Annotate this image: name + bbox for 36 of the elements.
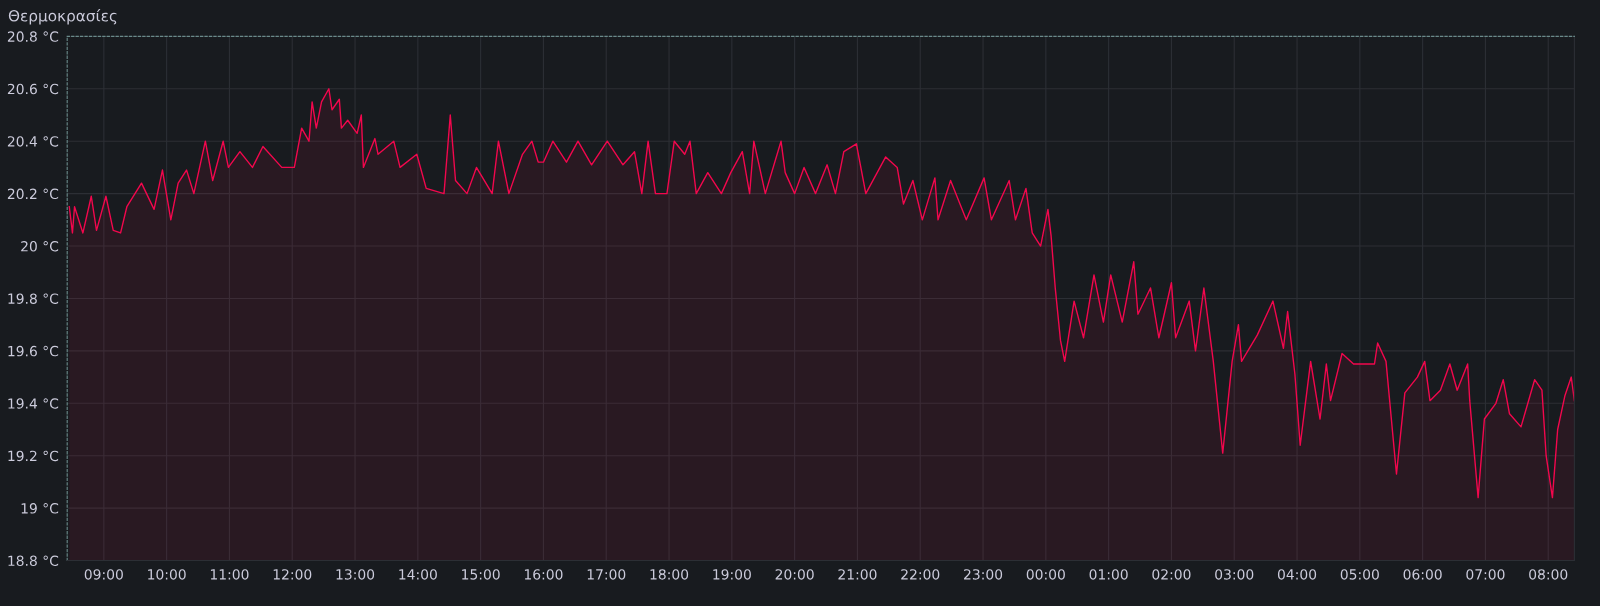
y-tick-label: 19 °C <box>21 503 59 514</box>
y-tick-label: 20.6 °C <box>7 83 59 95</box>
x-tick-label: 13:00 <box>336 569 375 580</box>
x-tick-label: 20:00 <box>775 569 814 580</box>
x-tick-label: 22:00 <box>901 569 940 580</box>
x-tick-label: 09:00 <box>84 569 123 580</box>
y-tick-label: 20 °C <box>21 241 59 252</box>
x-tick-label: 18:00 <box>650 569 689 580</box>
x-tick-label: 21:00 <box>838 569 877 580</box>
x-tick-label: 15:00 <box>462 569 500 580</box>
x-tick-label: 06:00 <box>1403 569 1442 580</box>
x-tick-label: 23:00 <box>964 569 1003 580</box>
y-tick-label: 19.6 °C <box>8 345 59 357</box>
x-tick-label: 07:00 <box>1466 569 1505 580</box>
x-tick-label: 00:00 <box>1026 569 1065 580</box>
x-tick-label: 05:00 <box>1340 569 1379 580</box>
x-tick-label: 08:00 <box>1529 569 1568 580</box>
y-tick-label: 19.4 °C <box>8 398 59 409</box>
x-tick-label: 17:00 <box>587 569 626 580</box>
y-tick-label: 19.8 °C <box>8 293 59 304</box>
x-tick-label: 03:00 <box>1215 569 1254 580</box>
x-tick-label: 02:00 <box>1152 569 1191 580</box>
y-tick-label: 20.8 °C <box>7 31 59 42</box>
x-tick-label: 19:00 <box>713 569 751 580</box>
y-tick-label: 18.8 °C <box>8 555 59 567</box>
y-tick-label: 20.2 °C <box>7 188 59 200</box>
y-tick-label: 19.2 °C <box>8 450 59 462</box>
x-tick-label: 10:00 <box>148 569 186 580</box>
chart-title: Θερμοκρασίες <box>8 9 117 25</box>
x-tick-label: 01:00 <box>1089 569 1128 580</box>
x-tick-label: 11:00 <box>210 569 249 580</box>
y-tick-label: 20.4 °C <box>7 136 59 147</box>
x-tick-label: 12:00 <box>273 569 312 580</box>
x-tick-label: 04:00 <box>1277 569 1317 580</box>
x-tick-label: 16:00 <box>524 569 563 580</box>
x-tick-label: 14:00 <box>399 569 437 580</box>
